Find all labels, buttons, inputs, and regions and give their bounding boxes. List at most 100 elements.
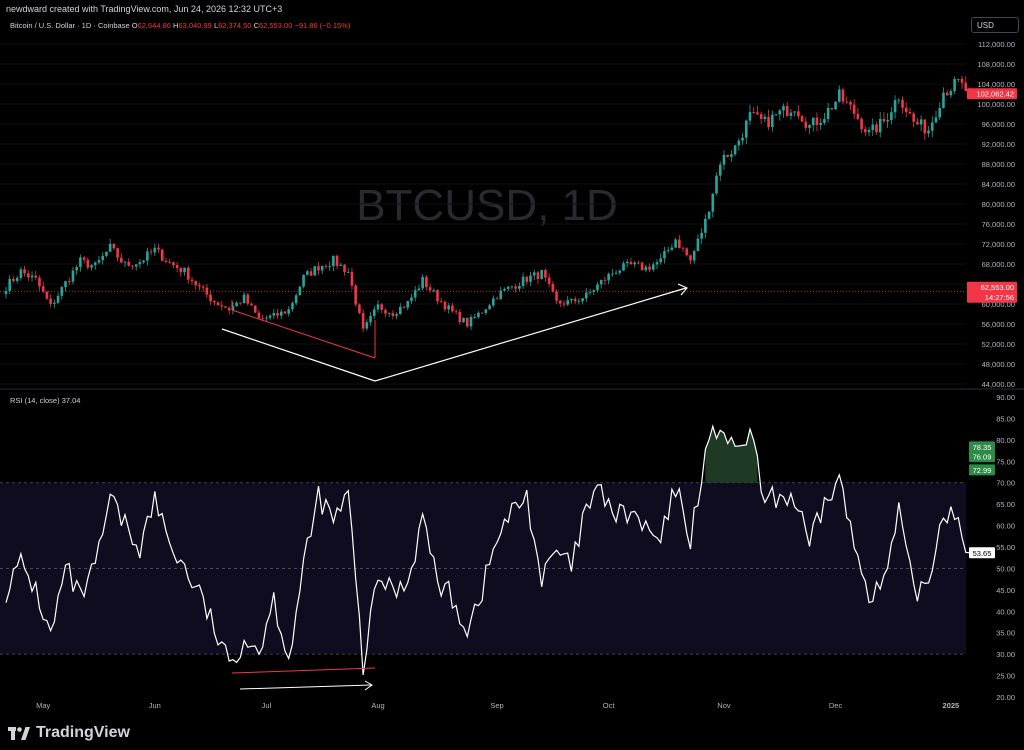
candle-body[interactable] [376,304,380,310]
candle-body[interactable] [428,287,432,291]
candle-body[interactable] [93,262,97,266]
candle-body[interactable] [618,270,622,273]
candle-body[interactable] [592,290,596,292]
candle-body[interactable] [56,295,60,303]
candle-body[interactable] [142,260,145,263]
candle-body[interactable] [730,154,733,157]
candle-body[interactable] [198,285,201,287]
candle-body[interactable] [339,264,343,266]
candle-body[interactable] [454,311,458,313]
candle-body[interactable] [521,276,525,287]
candle-body[interactable] [317,266,320,271]
candle-body[interactable] [313,266,317,276]
candle-body[interactable] [916,121,919,125]
candle-body[interactable] [744,120,748,138]
candle-body[interactable] [34,275,38,278]
candle-body[interactable] [473,316,477,318]
candle-body[interactable] [960,78,964,83]
candle-body[interactable] [406,300,410,308]
candle-body[interactable] [164,260,168,262]
candle-body[interactable] [949,91,953,96]
candle-body[interactable] [544,269,547,278]
candle-body[interactable] [45,291,49,299]
rsi-annotations[interactable] [231,667,376,691]
candle-body[interactable] [815,117,819,125]
candle-body[interactable] [871,124,875,130]
candle-body[interactable] [860,119,863,130]
candle-body[interactable] [808,125,811,128]
candle-body[interactable] [235,302,238,306]
candle-body[interactable] [465,317,469,327]
candle-body[interactable] [283,311,287,314]
candle-body[interactable] [629,261,633,265]
candle-body[interactable] [27,273,30,278]
candle-body[interactable] [346,271,350,273]
candle-body[interactable] [759,114,763,119]
candle-body[interactable] [893,100,897,113]
candle-body[interactable] [741,137,744,141]
candle-body[interactable] [287,309,291,314]
candle-body[interactable] [477,312,480,317]
drawing-annotations[interactable] [221,283,688,382]
candle-body[interactable] [771,114,774,128]
candle-body[interactable] [763,116,767,119]
candle-body[interactable] [726,154,729,157]
candle-body[interactable] [849,102,852,105]
candle-body[interactable] [350,271,354,286]
candle-body[interactable] [421,277,424,289]
v-arrow-up-line[interactable] [374,287,687,382]
candle-body[interactable] [131,265,134,267]
candle-body[interactable] [674,239,677,248]
candle-body[interactable] [685,248,689,256]
candle-body[interactable] [547,277,551,284]
candle-body[interactable] [38,277,41,287]
candle-body[interactable] [276,312,279,316]
candle-body[interactable] [644,266,648,271]
candle-body[interactable] [733,145,737,155]
candle-body[interactable] [395,314,398,316]
candle-body[interactable] [30,275,34,278]
candle-body[interactable] [112,243,116,249]
candle-body[interactable] [689,255,692,261]
candle-body[interactable] [231,305,235,311]
candle-body[interactable] [655,262,659,265]
candle-body[interactable] [640,262,644,271]
candle-body[interactable] [607,273,610,281]
candle-body[interactable] [82,257,86,260]
candle-body[interactable] [927,130,930,134]
candle-body[interactable] [469,317,473,327]
candle-body[interactable] [134,264,138,267]
candle-body[interactable] [585,292,588,299]
candle-body[interactable] [179,267,183,273]
candle-body[interactable] [518,286,521,289]
rsi-white-arrow-line[interactable] [239,684,372,690]
candle-body[interactable] [172,262,175,266]
candle-body[interactable] [908,111,912,114]
candle-body[interactable] [804,121,808,128]
candle-body[interactable] [436,290,439,302]
candle-body[interactable] [737,140,741,146]
candle-body[interactable] [146,251,149,261]
candle-body[interactable] [555,291,558,301]
candle-body[interactable] [778,110,782,115]
candle-body[interactable] [957,78,960,80]
candle-body[interactable] [298,286,302,296]
candle-body[interactable] [856,113,860,120]
candle-body[interactable] [793,111,796,113]
candle-body[interactable] [97,260,101,263]
candle-body[interactable] [361,313,365,329]
candle-body[interactable] [670,247,674,251]
candle-body[interactable] [402,306,406,308]
candle-body[interactable] [785,106,789,116]
candle-body[interactable] [242,294,246,304]
candle-body[interactable] [666,250,670,252]
symbol-name[interactable]: Bitcoin / U.S. Dollar · 1D · Coinbase [10,21,130,30]
candle-body[interactable] [707,211,711,219]
candle-body[interactable] [819,122,822,125]
candle-body[interactable] [183,267,186,273]
candle-body[interactable] [756,112,759,115]
candle-body[interactable] [399,306,402,315]
candle-body[interactable] [506,286,510,289]
candle-body[interactable] [294,295,298,304]
candle-body[interactable] [224,306,227,308]
